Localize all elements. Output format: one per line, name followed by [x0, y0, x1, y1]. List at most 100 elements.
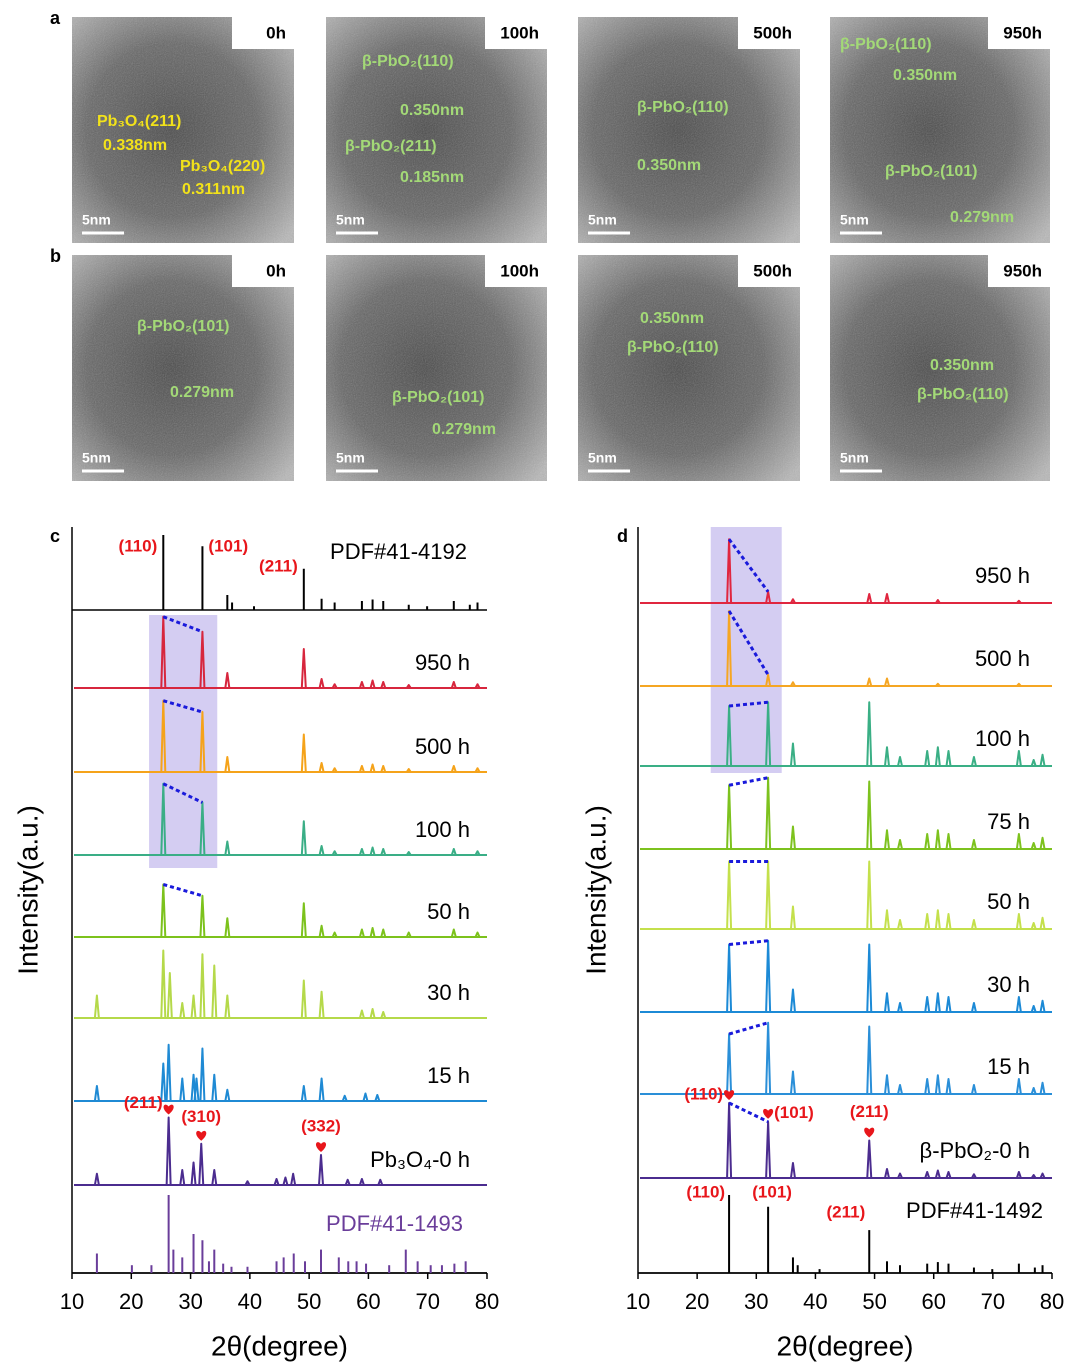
diffraction-peak [726, 860, 733, 930]
diffraction-peak [380, 1011, 387, 1019]
scale-label: 5nm [336, 450, 365, 466]
time-box [232, 255, 294, 287]
x-tick-label: 30 [744, 1289, 768, 1314]
diffraction-peak [883, 992, 890, 1013]
diffraction-peak [358, 1178, 365, 1186]
diffraction-peak [450, 848, 457, 856]
diffraction-peak [282, 1176, 289, 1186]
diffraction-peak [934, 909, 941, 930]
lattice-note: β-PbO₂(101) [885, 163, 977, 180]
diffraction-peak [474, 767, 481, 773]
diffraction-peak [405, 851, 412, 856]
diffraction-peak [970, 756, 977, 767]
peak-link [728, 1101, 769, 1124]
lattice-note: 0.350nm [400, 102, 464, 119]
diffraction-peak [179, 1169, 186, 1186]
scale-label: 5nm [82, 450, 111, 466]
hkl-label: (101) [208, 536, 248, 555]
diffraction-peak [211, 964, 218, 1019]
x-tick-label: 80 [475, 1289, 499, 1314]
reference-name: PDF#41-1493 [326, 1211, 463, 1236]
diffraction-peak [1015, 833, 1022, 850]
diffraction-peak [199, 630, 206, 689]
diffraction-peak [358, 765, 365, 773]
peak-link [162, 782, 204, 804]
hkl-label: (332) [301, 1116, 341, 1135]
peak-link [728, 1021, 769, 1036]
hkl-label: (211) [826, 1202, 865, 1221]
x-tick-label: 50 [297, 1289, 321, 1314]
x-tick-label: 50 [862, 1289, 886, 1314]
diffraction-peak [93, 994, 100, 1019]
diffraction-peak [970, 839, 977, 850]
diffraction-peak [884, 593, 890, 604]
diffraction-peak [945, 833, 952, 850]
x-tick-label: 10 [626, 1289, 650, 1314]
highlight-region [149, 615, 218, 868]
peak-heart [163, 1104, 174, 1115]
diffraction-peak [374, 1094, 381, 1102]
time-box [738, 17, 800, 49]
x-tick-label: 30 [178, 1289, 202, 1314]
diffraction-peak [866, 1025, 873, 1095]
diffraction-peak [765, 776, 772, 850]
diffraction-peak [160, 883, 167, 938]
lattice-note: β-PbO₂(110) [627, 339, 719, 356]
diffraction-peak [369, 846, 376, 856]
diffraction-peak [244, 1180, 251, 1186]
diffraction-peak [165, 1043, 172, 1102]
tem-texture [326, 255, 547, 481]
x-tick-label: 40 [803, 1289, 827, 1314]
diffraction-peak [1030, 1174, 1037, 1179]
lattice-note: 0.279nm [950, 209, 1014, 226]
reference-name: PDF#41-4192 [330, 539, 467, 564]
peak-link [728, 939, 769, 946]
diffraction-peak [789, 988, 796, 1013]
diffraction-peak [1030, 922, 1037, 930]
series-label: 500 h [415, 734, 470, 759]
diffraction-peak [945, 1078, 952, 1095]
diffraction-peak [789, 742, 796, 767]
diffraction-peak [945, 996, 952, 1013]
peak-link [728, 776, 769, 787]
diffraction-peak [934, 829, 941, 850]
x-tick-label: 60 [921, 1289, 945, 1314]
diffraction-peak [331, 683, 338, 689]
time-label: 0h [266, 261, 286, 280]
diffraction-peak [211, 1169, 218, 1186]
diffraction-peak [866, 860, 873, 930]
lattice-note: 0.350nm [893, 67, 957, 84]
hkl-label: (110) [119, 536, 158, 555]
diffraction-peak [358, 848, 365, 856]
peak-heart [763, 1108, 774, 1119]
diffraction-peak [193, 1077, 200, 1102]
time-box [988, 17, 1050, 49]
scale-label: 5nm [840, 212, 869, 228]
x-tick-label: 40 [238, 1289, 262, 1314]
x-tick-label: 20 [685, 1289, 709, 1314]
peak-heart [196, 1130, 207, 1141]
diffraction-peak [897, 756, 903, 767]
scale-label: 5nm [588, 212, 617, 228]
hkl-label: (310) [181, 1107, 221, 1126]
diffraction-peak [934, 1169, 941, 1179]
time-label: 500h [753, 23, 792, 42]
diffraction-peak [290, 1172, 297, 1186]
hkl-label: (101) [774, 1103, 814, 1122]
diffraction-peak [369, 1008, 376, 1019]
diffraction-peak [924, 996, 931, 1013]
diffraction-peak [866, 780, 873, 850]
lattice-note: β-PbO₂(110) [840, 36, 932, 53]
scale-label: 5nm [588, 450, 617, 466]
diffraction-peak [273, 1178, 280, 1186]
peak-link [162, 883, 203, 898]
diffraction-peak [380, 848, 387, 856]
diffraction-peak [211, 1073, 218, 1102]
diffraction-peak [726, 1033, 733, 1095]
diffraction-peak [318, 845, 325, 856]
lattice-note: β-PbO₂(101) [392, 389, 484, 406]
hkl-label: (110) [686, 1182, 725, 1201]
time-label: 950h [1003, 23, 1042, 42]
diffraction-peak [883, 909, 890, 930]
